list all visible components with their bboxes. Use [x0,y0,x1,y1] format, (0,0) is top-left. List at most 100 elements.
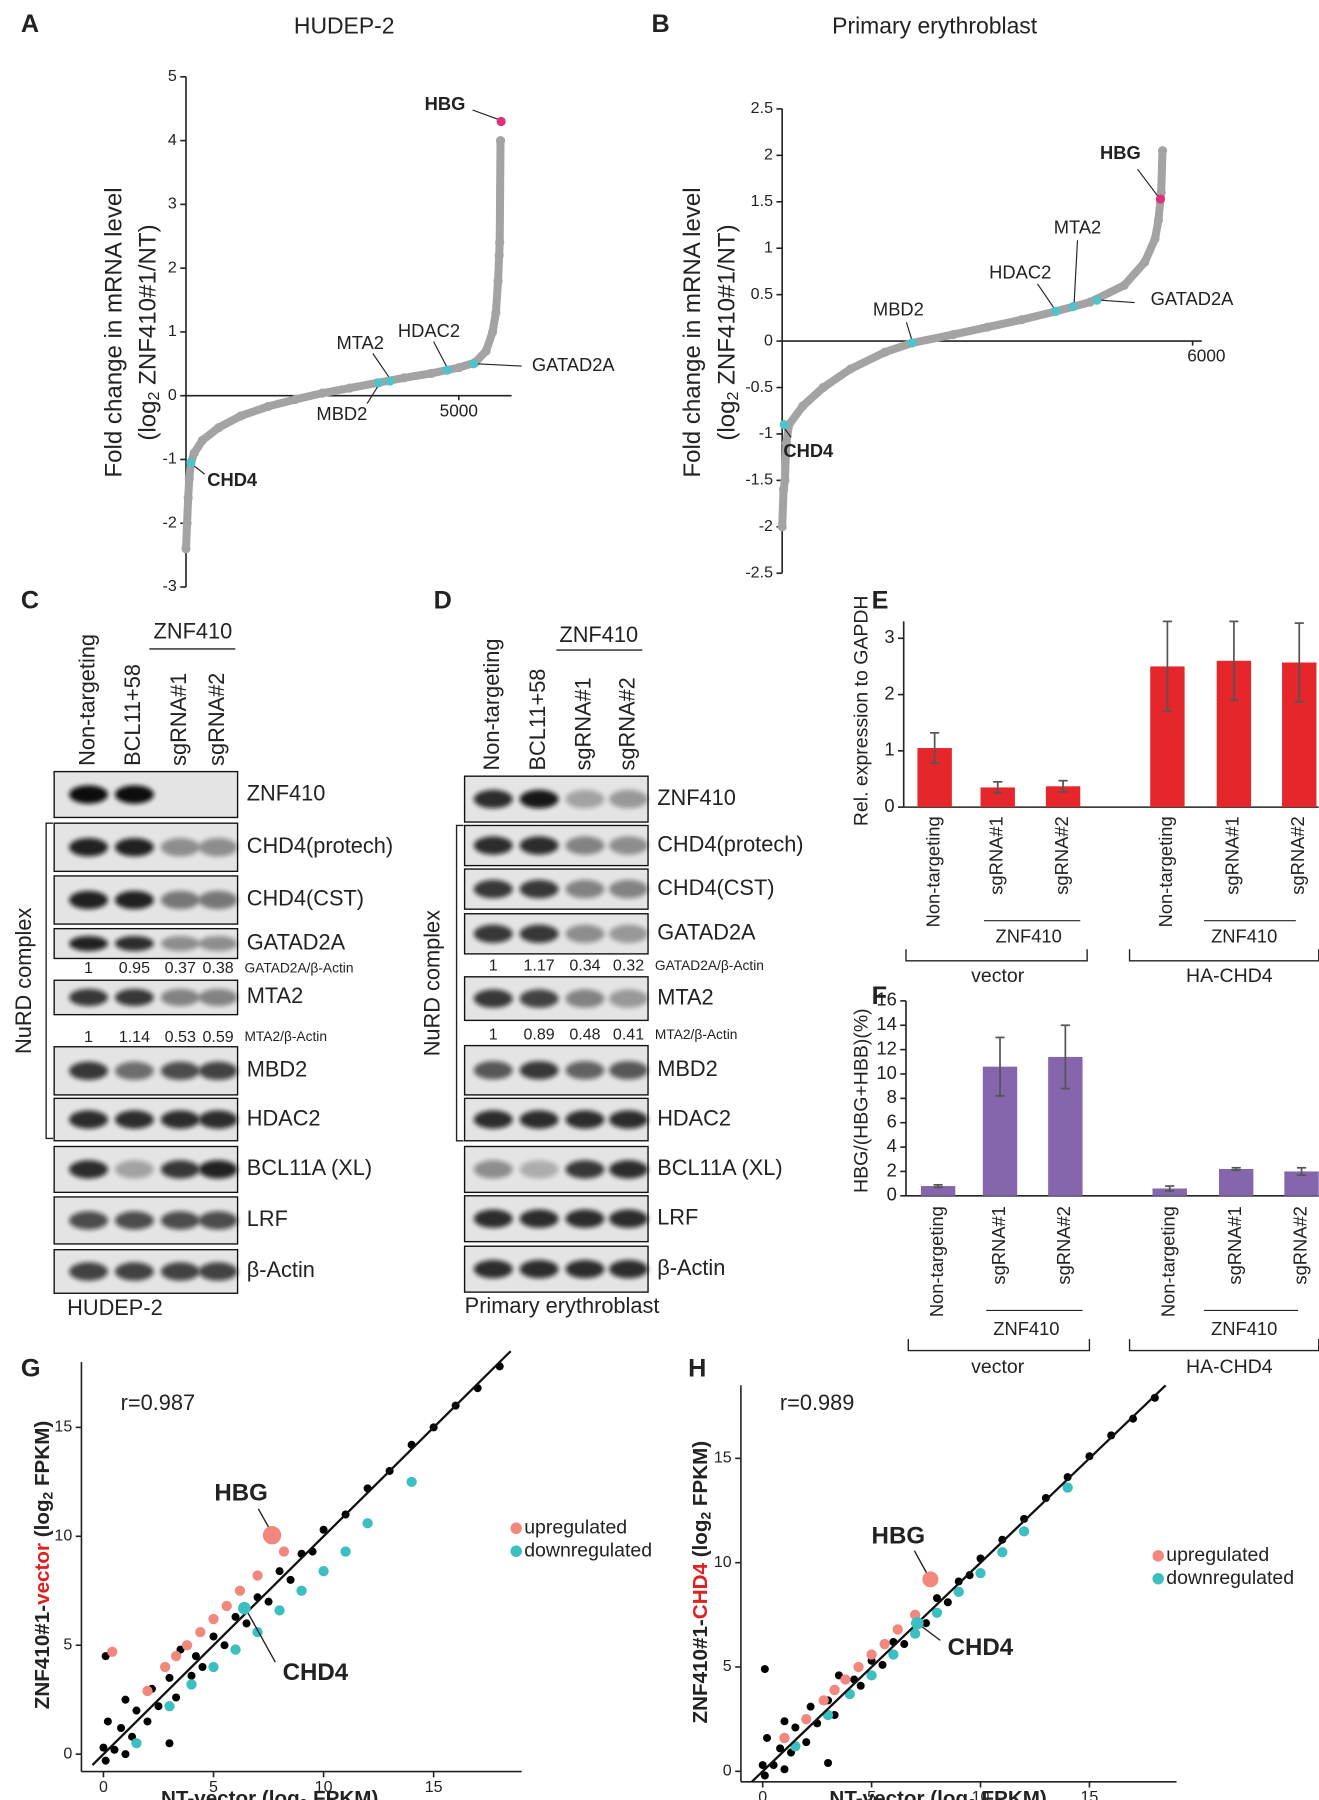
legend-swatch [510,1545,522,1557]
gene-point-0 [278,1546,290,1557]
y-tick-label: 0 [764,331,773,349]
gene-point-0 [181,1640,193,1651]
gene-point [965,1571,974,1580]
blot-band [565,879,605,899]
quant-label: GATAD2A/β-Actin [655,958,764,973]
y-tick-label: 6 [887,1111,897,1132]
row-label: MBD2 [247,1057,307,1082]
blot-band [519,1061,559,1080]
gene-point [758,1761,767,1770]
leader-line [905,322,913,341]
row-label: GATAD2A [657,920,756,945]
gene-point [776,1744,785,1753]
gene-point [1107,1431,1116,1440]
blot-band [473,879,513,899]
category-label: sgRNA#2 [1053,1206,1074,1284]
gene-point [264,1597,273,1606]
gene-point [183,493,193,503]
y-tick-label: 14 [876,1013,896,1034]
error-bar [1162,620,1172,713]
quant-value: 1.17 [524,957,555,975]
gene-point [189,448,199,458]
quant-value: 1 [489,1026,498,1044]
row-label: GATAD2A [247,929,346,954]
leader-line [1100,299,1135,304]
gene-point [191,1652,200,1661]
blot-band [609,836,649,855]
category-label: sgRNA#1 [1222,816,1243,894]
blot-band [198,1211,238,1230]
blot-band [160,988,200,1007]
x-tick-label: 10 [972,1788,990,1800]
blot-band [160,890,200,910]
row-label: LRF [657,1204,698,1229]
blot-band [69,785,109,804]
highlight-label: HBG [425,93,466,114]
highlight-point [385,376,395,386]
leader-line [193,465,206,475]
blot-band [473,1110,513,1129]
blot-band [565,1061,605,1080]
subgroup-label: ZNF410 [993,1318,1059,1339]
gene-point [286,1575,295,1584]
y-tick-label: 1.5 [751,192,773,210]
gene-point-0 [892,1624,903,1635]
y-axis-label: ZNF410#1-CHD4 (log2 FPKM) [689,1441,713,1724]
highlight-label: GATAD2A [532,354,616,375]
y-axis-label-part: FPKM) [689,1441,712,1512]
gene-point [495,238,505,248]
gene-point-0 [252,1570,263,1581]
y-axis-label-part: 2 [40,1491,55,1499]
category-label: sgRNA#2 [1051,816,1072,894]
y-tick-label: 4 [168,131,177,149]
y-tick-label: 0.5 [751,285,773,303]
fit-line [91,1350,512,1766]
panel-letter: E [872,587,889,615]
gene-point-1 [953,1586,964,1598]
blot-band [565,789,605,809]
gene-point [165,1673,174,1682]
y-tick-label: 0 [723,1762,732,1780]
gene-point [481,346,491,356]
highlight-point [907,338,917,348]
x-axis-label-part: FPKM) [976,1787,1047,1800]
gene-point [235,411,246,421]
highlight-point [496,116,506,127]
quant-value: 0.41 [613,1026,644,1044]
highlight-point [186,458,196,468]
y-tick-label: 5 [723,1657,732,1675]
legend-swatch [1152,1572,1164,1585]
y-tick-label: -0.5 [745,378,773,396]
gene-point-1 [1062,1482,1073,1493]
gene-point-1 [997,1547,1008,1558]
blot-band [114,1262,154,1281]
gene-point [777,522,787,532]
gene-point [780,475,790,485]
y-tick-label: 16 [876,989,896,1010]
blot-band [114,1061,154,1080]
gene-point [209,1632,218,1641]
gene-point-1 [208,1661,219,1673]
blot-band [198,890,238,910]
quant-value: 0.37 [165,959,196,977]
lane-label: sgRNA#2 [614,677,639,770]
gene-point [1153,215,1164,225]
blot-band [565,924,605,943]
gene-point [290,394,300,405]
gene-point [922,1619,931,1628]
row-label: β-Actin [247,1257,315,1282]
complex-label: NuRD complex [11,908,36,1054]
y-tick-label: 0 [168,386,177,404]
gene-point [824,1758,833,1768]
blot-band [519,924,559,943]
leader-line [1073,240,1079,305]
quant-value: 0.53 [165,1028,196,1046]
highlight-label: HBG [214,1479,267,1506]
x-axis-label-part: NT-vector (log [829,1787,968,1800]
gene-point-0 [208,1613,219,1625]
gene-point [760,1771,769,1780]
blot-band [160,1110,200,1129]
complex-bracket [455,824,464,1142]
blot-band [519,1209,559,1228]
